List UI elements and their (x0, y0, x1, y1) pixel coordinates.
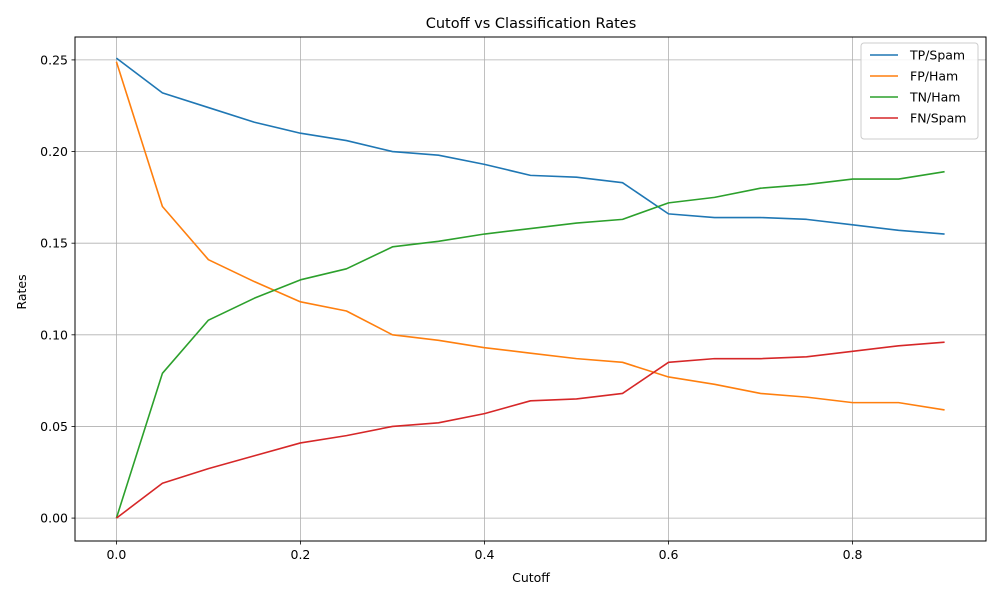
legend: TP/Spam FP/Ham TN/Ham FN/Spam (860, 42, 979, 140)
y-gridlines (75, 59, 986, 519)
series-line-fn-spam (115, 341, 945, 519)
series-line-tp-spam (115, 57, 945, 235)
x-gridlines (116, 37, 853, 541)
y-tick-label: 0.15 (40, 236, 68, 251)
chart-title: Cutoff vs Classification Rates (426, 16, 637, 32)
y-axis-ticks: 0.00 0.05 0.10 0.15 0.20 0.25 (40, 52, 75, 526)
x-tick-label: 0.4 (475, 547, 495, 562)
y-tick-label: 0.00 (40, 511, 68, 526)
x-tick-label: 0.0 (106, 547, 126, 562)
legend-label-fp-ham: FP/Ham (910, 69, 958, 84)
y-tick-label: 0.10 (40, 327, 68, 342)
series-line-fp-ham (115, 61, 945, 411)
legend-label-tn-ham: TN/Ham (909, 90, 960, 105)
legend-label-tp-spam: TP/Spam (909, 48, 965, 63)
x-tick-label: 0.8 (843, 547, 863, 562)
legend-label-fn-spam: FN/Spam (910, 111, 966, 126)
legend-box (860, 42, 979, 140)
series-lines (115, 57, 945, 519)
y-axis-label: Rates (14, 274, 29, 309)
series-line-tn-ham (115, 170, 945, 519)
y-tick-label: 0.05 (40, 419, 68, 434)
plot-frame (74, 36, 987, 542)
x-axis-label: Cutoff (512, 570, 550, 585)
x-tick-label: 0.6 (659, 547, 679, 562)
x-axis-ticks: 0.0 0.2 0.4 0.6 0.8 (106, 541, 863, 562)
y-tick-label: 0.20 (40, 144, 68, 159)
y-tick-label: 0.25 (40, 52, 68, 67)
x-tick-label: 0.2 (291, 547, 311, 562)
